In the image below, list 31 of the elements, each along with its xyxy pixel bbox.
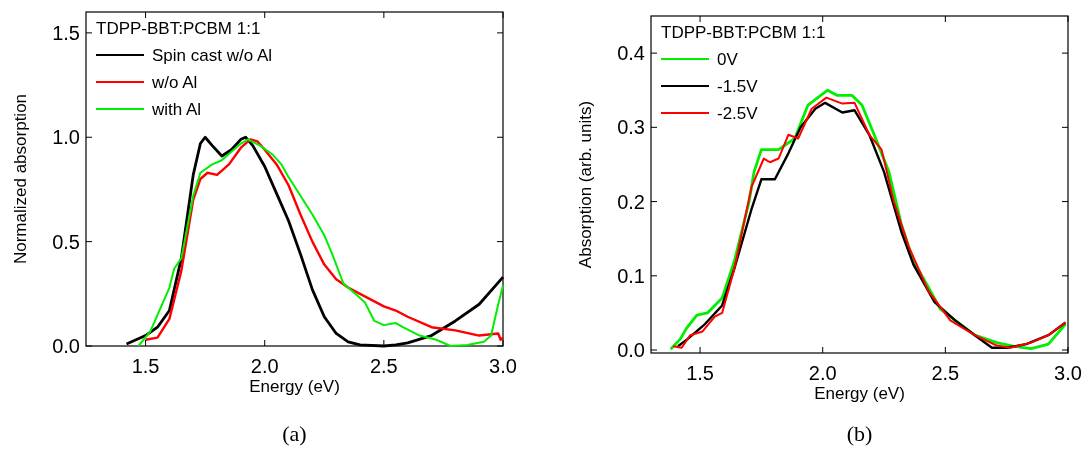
legend-label: Spin cast w/o Al: [152, 45, 273, 65]
y-tick-label: 0.5: [52, 230, 80, 253]
y-axis-title: Absorption (arb. units): [576, 100, 595, 269]
x-tick-label: 2.5: [931, 362, 960, 384]
x-tick-label: 2.0: [250, 355, 279, 377]
y-tick-label: 0.3: [617, 116, 645, 139]
text: (a): [282, 421, 307, 446]
x-tick-label: 3.0: [1054, 362, 1082, 384]
y-tick-label: 1.0: [52, 126, 80, 149]
y-tick-label: 0.0: [52, 335, 80, 357]
y-tick-label: 1.5: [52, 21, 80, 44]
x-tick-label: 1.5: [686, 362, 714, 384]
y-tick-label: 0.0: [617, 339, 645, 362]
x-tick-label: 2.5: [369, 355, 398, 377]
x-axis-title: Energy (eV): [814, 384, 905, 403]
legend-label: -2.5V: [717, 103, 759, 123]
legend-label: with Al: [151, 99, 202, 119]
x-tick-label: 1.5: [131, 355, 160, 377]
y-tick-label: 0.1: [617, 264, 645, 287]
x-axis-title: Energy (eV): [249, 377, 340, 396]
legend-label: 0V: [717, 49, 739, 69]
y-tick-label: 0.4: [617, 42, 645, 65]
x-tick-label: 2.0: [808, 362, 837, 384]
legend-title: TDPP-BBT:PCBM 1:1: [661, 23, 826, 42]
legend-title: TDPP-BBT:PCBM 1:1: [96, 19, 261, 38]
text: (b): [846, 421, 873, 446]
y-tick-label: 0.2: [617, 190, 645, 213]
x-tick-label: 3.0: [489, 355, 517, 377]
legend-label: -1.5V: [717, 76, 759, 96]
y-axis-title: Normalized absorption: [11, 93, 30, 265]
legend-label: w/o Al: [151, 72, 198, 92]
